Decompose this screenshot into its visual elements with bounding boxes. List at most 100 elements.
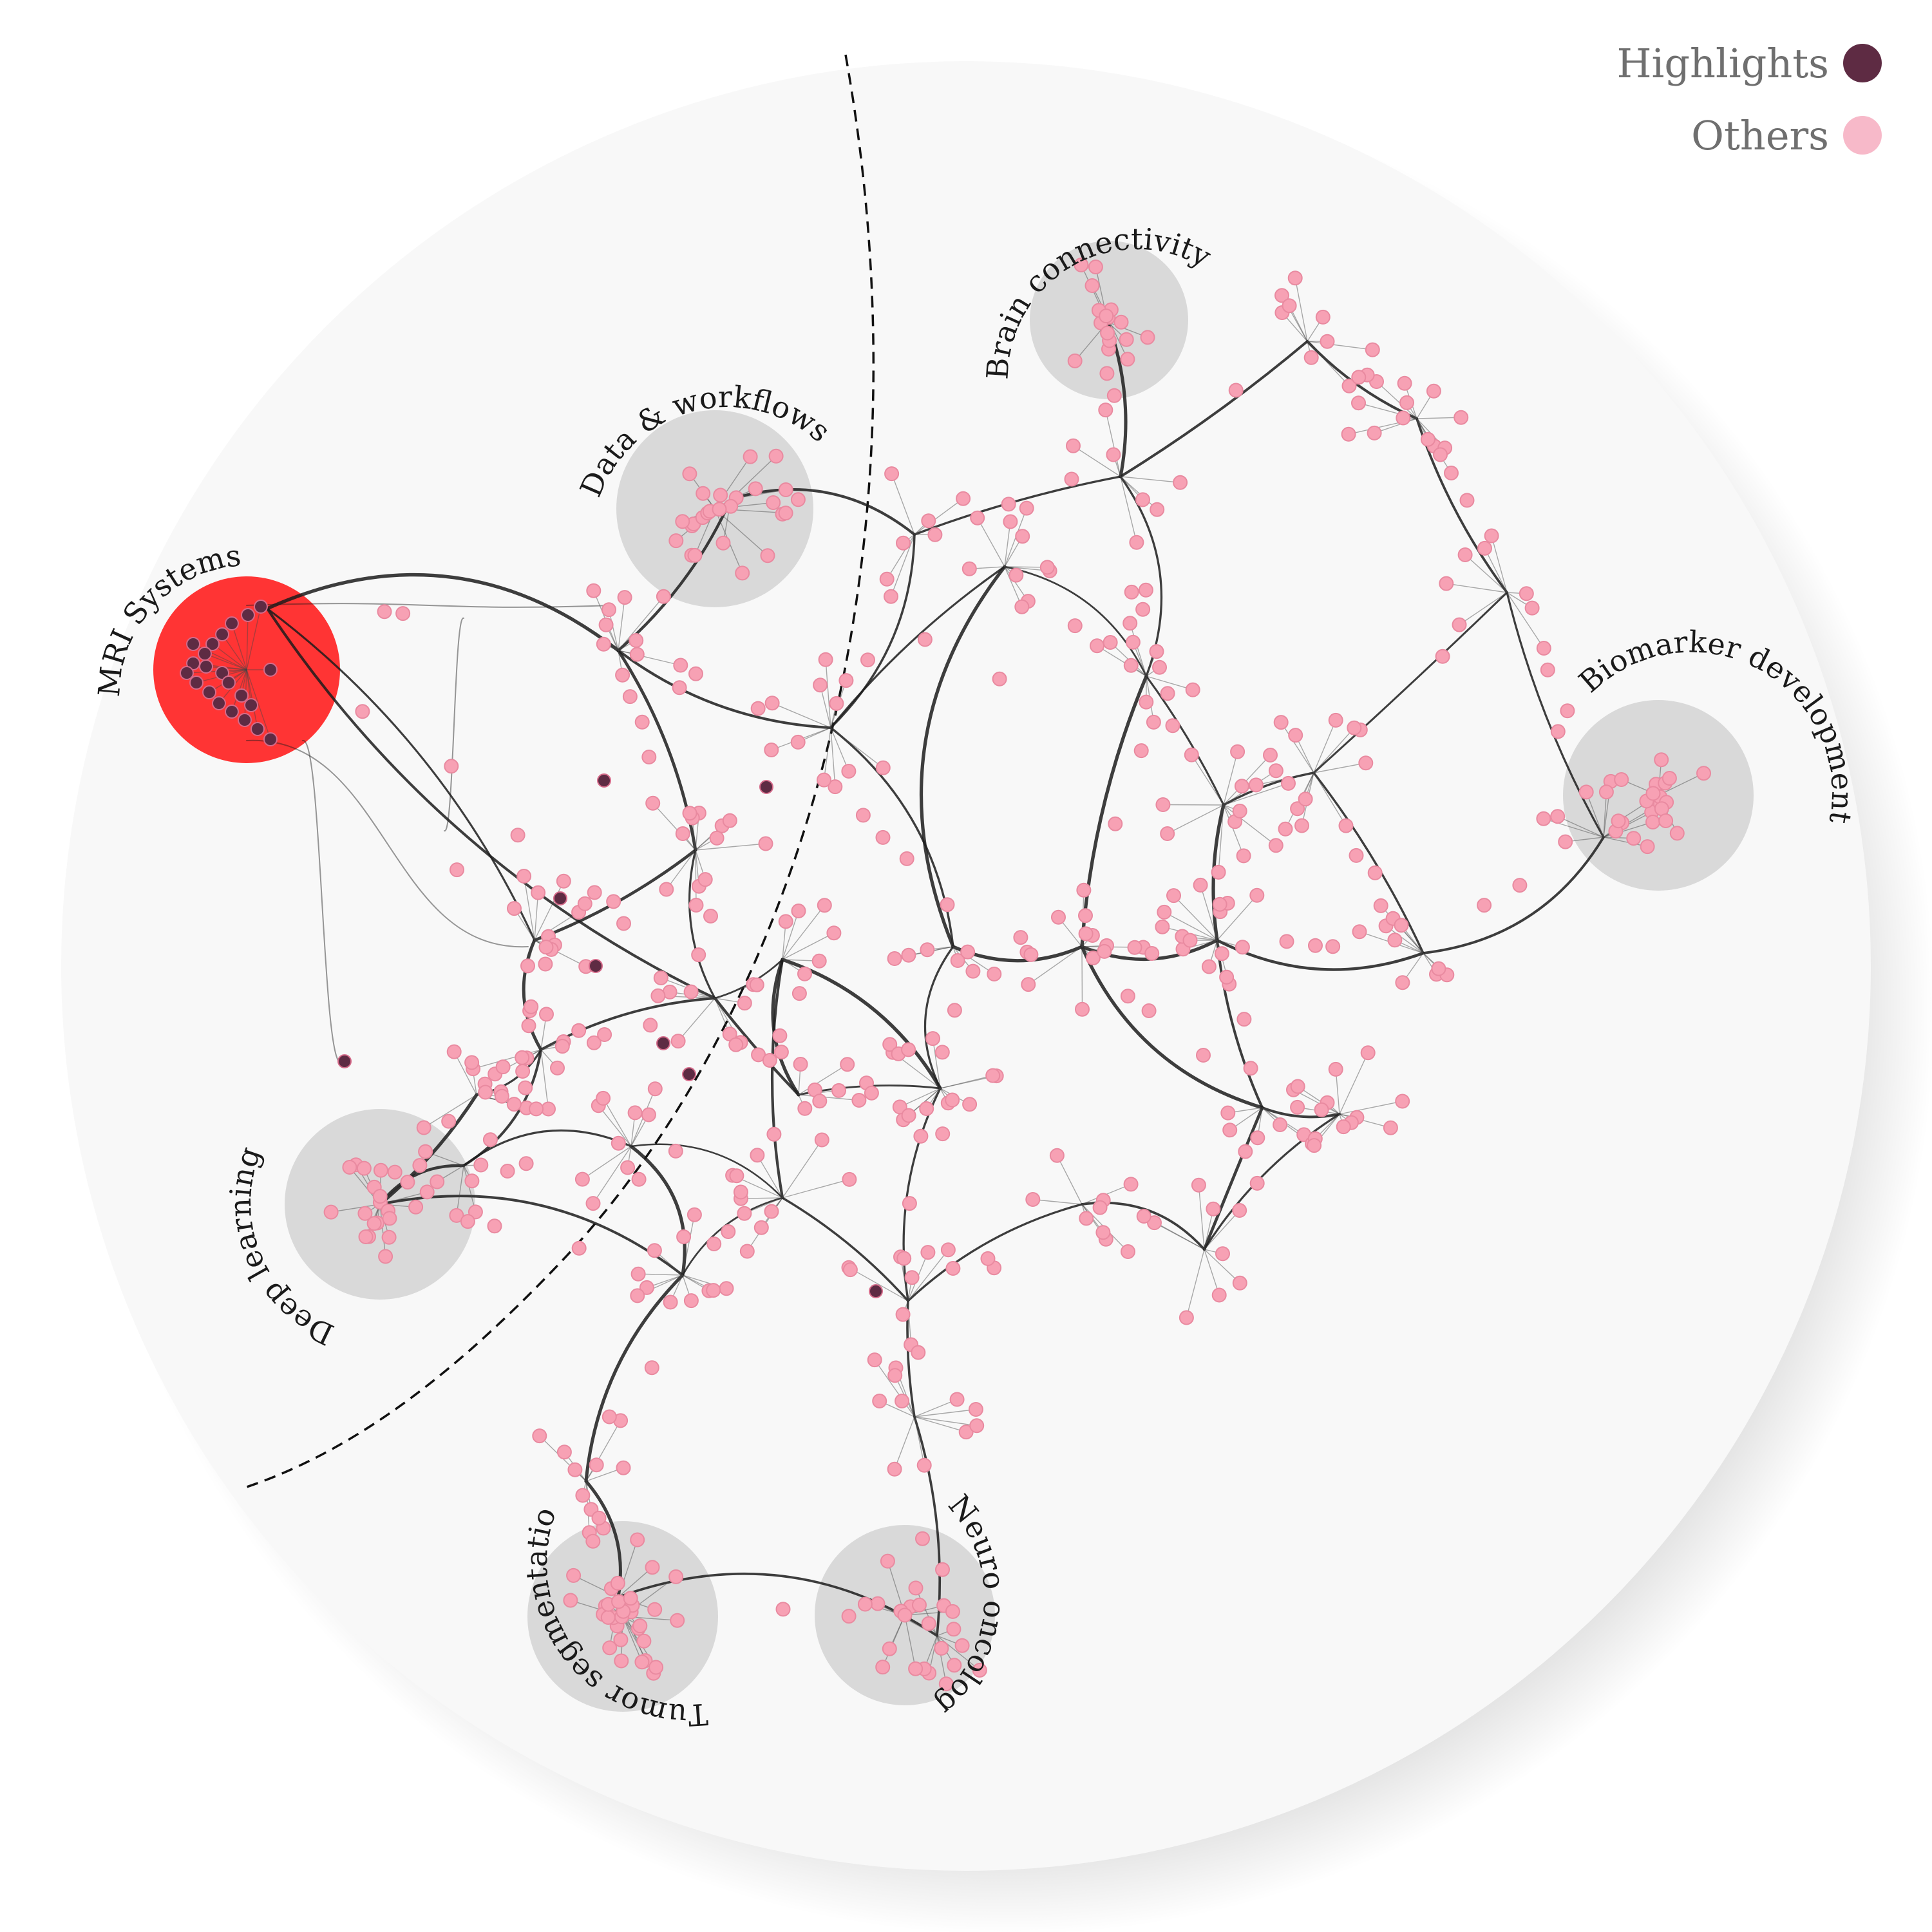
node-highlight[interactable] (597, 773, 611, 788)
node-other[interactable] (683, 984, 699, 999)
node-other[interactable] (1439, 576, 1454, 591)
node-other[interactable] (1365, 342, 1380, 357)
node-other[interactable] (556, 1444, 572, 1460)
node-other[interactable] (1088, 260, 1103, 274)
node-highlight[interactable] (234, 688, 249, 703)
node-other[interactable] (882, 1641, 897, 1656)
node-highlight[interactable] (759, 780, 773, 794)
node-other[interactable] (1211, 864, 1226, 880)
cluster-circle-mri-systems[interactable] (153, 576, 340, 763)
node-other[interactable] (1099, 366, 1115, 381)
node-other[interactable] (643, 1018, 658, 1033)
node-other[interactable] (1173, 475, 1188, 490)
node-other[interactable] (515, 1064, 531, 1079)
node-other[interactable] (860, 652, 875, 668)
node-other[interactable] (591, 1510, 607, 1526)
node-other[interactable] (1049, 1148, 1065, 1163)
node-other[interactable] (1014, 599, 1030, 614)
node-other[interactable] (797, 1101, 813, 1116)
node-other[interactable] (1196, 1048, 1211, 1063)
node-other[interactable] (430, 1174, 445, 1189)
node-other[interactable] (1076, 882, 1092, 898)
node-other[interactable] (949, 1392, 965, 1407)
node-other[interactable] (934, 1640, 949, 1656)
node-other[interactable] (382, 1211, 397, 1226)
node-other[interactable] (516, 869, 532, 884)
node-other[interactable] (1248, 777, 1264, 793)
node-other[interactable] (962, 1097, 978, 1112)
node-other[interactable] (1129, 535, 1144, 550)
node-other[interactable] (1013, 930, 1028, 945)
node-other[interactable] (896, 1251, 912, 1266)
node-other[interactable] (1358, 755, 1374, 771)
node-other[interactable] (617, 590, 632, 605)
node-other[interactable] (356, 1160, 372, 1176)
node-other[interactable] (1383, 1120, 1398, 1135)
node-other[interactable] (938, 1676, 954, 1692)
node-other[interactable] (817, 772, 831, 788)
node-other[interactable] (945, 1604, 960, 1619)
node-other[interactable] (987, 967, 1002, 981)
node-other[interactable] (1399, 395, 1414, 410)
node-other[interactable] (1064, 471, 1079, 487)
node-other[interactable] (645, 1560, 660, 1575)
node-highlight[interactable] (263, 663, 278, 677)
node-other[interactable] (1249, 1175, 1265, 1191)
node-other[interactable] (395, 606, 411, 621)
node-highlight[interactable] (244, 698, 258, 712)
node-other[interactable] (372, 1189, 388, 1204)
node-other[interactable] (838, 673, 854, 688)
node-other[interactable] (1066, 438, 1081, 453)
node-other[interactable] (1328, 1061, 1343, 1077)
node-other[interactable] (515, 1050, 530, 1065)
node-other[interactable] (1351, 395, 1366, 411)
node-other[interactable] (602, 1640, 618, 1656)
node-other[interactable] (601, 1409, 617, 1425)
node-other[interactable] (1119, 332, 1134, 347)
node-highlight[interactable] (254, 600, 268, 614)
node-other[interactable] (1230, 744, 1245, 759)
node-other[interactable] (632, 1618, 648, 1634)
node-other[interactable] (1100, 325, 1115, 341)
node-other[interactable] (1268, 838, 1283, 853)
node-other[interactable] (1141, 1003, 1157, 1018)
node-other[interactable] (571, 1023, 587, 1038)
node-other[interactable] (506, 1097, 522, 1112)
node-other[interactable] (728, 1037, 744, 1052)
node-other[interactable] (616, 916, 631, 931)
node-highlight[interactable] (589, 959, 603, 973)
node-other[interactable] (904, 1270, 920, 1285)
node-other[interactable] (1454, 410, 1469, 425)
node-other[interactable] (597, 1027, 612, 1042)
node-other[interactable] (1219, 969, 1235, 985)
node-other[interactable] (668, 1569, 684, 1584)
node-other[interactable] (916, 1457, 932, 1473)
node-other[interactable] (478, 1084, 493, 1100)
node-other[interactable] (641, 1107, 656, 1122)
node-other[interactable] (1150, 502, 1165, 517)
node-other[interactable] (1598, 784, 1614, 800)
node-other[interactable] (1095, 1225, 1111, 1240)
node-other[interactable] (793, 1057, 808, 1072)
node-other[interactable] (649, 1660, 664, 1675)
node-other[interactable] (1640, 839, 1655, 855)
node-other[interactable] (1397, 375, 1412, 391)
node-other[interactable] (778, 482, 793, 497)
node-other[interactable] (750, 701, 766, 716)
node-other[interactable] (1236, 1012, 1252, 1027)
node-other[interactable] (899, 851, 914, 866)
node-other[interactable] (831, 1083, 846, 1098)
node-other[interactable] (764, 1204, 779, 1219)
node-other[interactable] (1395, 1094, 1410, 1109)
node-other[interactable] (1367, 865, 1383, 880)
node-other[interactable] (676, 1229, 692, 1244)
node-other[interactable] (880, 1553, 895, 1569)
node-other[interactable] (563, 1593, 578, 1608)
node-other[interactable] (1220, 1105, 1236, 1121)
node-other[interactable] (620, 1160, 636, 1175)
node-other[interactable] (460, 1214, 475, 1229)
node-other[interactable] (358, 1229, 374, 1244)
node-other[interactable] (1558, 834, 1573, 849)
node-other[interactable] (960, 944, 976, 960)
node-other[interactable] (1274, 288, 1289, 303)
